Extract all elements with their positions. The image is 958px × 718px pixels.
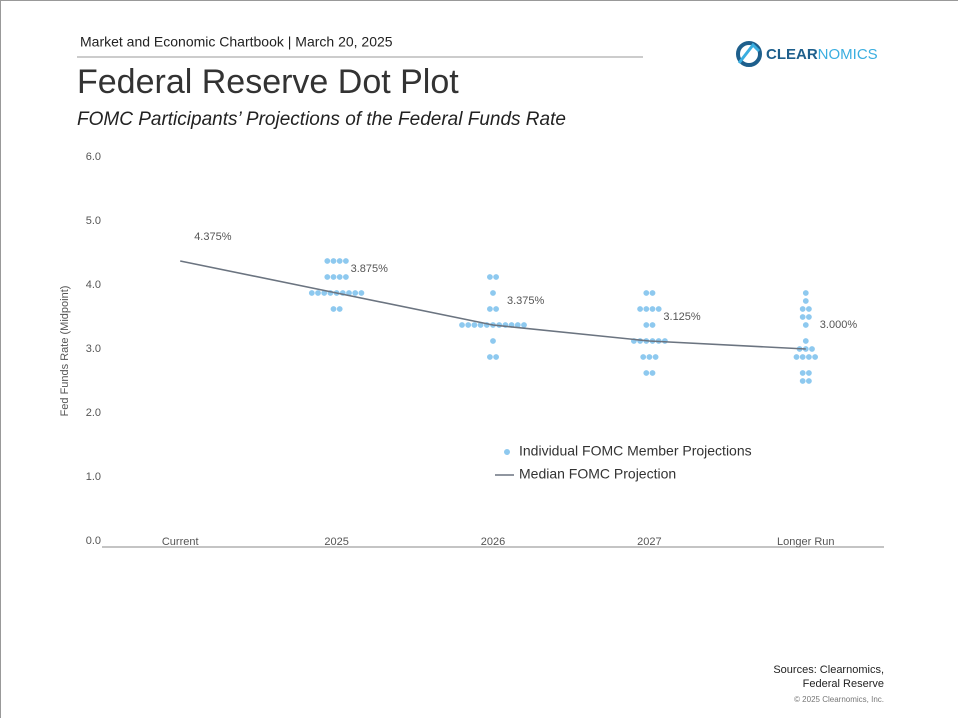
header: Market and Economic Chartbook | March 20… <box>80 34 393 50</box>
projection-dot <box>336 306 343 312</box>
projection-dot <box>465 322 472 328</box>
projection-dot <box>637 306 643 312</box>
value-label: 3.000% <box>820 319 858 331</box>
projection-dot <box>806 354 812 360</box>
chart-title: Federal Reserve Dot Plot <box>77 63 459 101</box>
y-tick-label: 0.0 <box>86 535 101 547</box>
projection-dot <box>799 370 806 376</box>
projection-dot <box>806 306 812 312</box>
projection-dot <box>799 354 806 360</box>
y-tick-label: 1.0 <box>86 471 101 483</box>
projection-dot <box>493 354 499 360</box>
projection-dot <box>358 290 365 296</box>
y-tick-label: 5.0 <box>86 215 101 227</box>
projection-dot <box>802 322 809 328</box>
y-axis-label: Fed Funds Rate (Midpoint) <box>59 286 71 417</box>
projection-dot <box>514 322 521 328</box>
projection-dot <box>640 354 647 360</box>
y-tick-label: 2.0 <box>86 407 101 419</box>
legend-label: Individual FOMC Member Projections <box>519 443 752 459</box>
x-tick-label: 2025 <box>324 536 348 548</box>
value-label: 3.875% <box>351 263 389 275</box>
x-tick-label: Longer Run <box>777 536 835 548</box>
projection-dot <box>343 274 349 280</box>
value-label: 3.375% <box>507 295 545 307</box>
projection-dot <box>655 306 662 312</box>
projection-dot <box>493 306 499 312</box>
projection-dot <box>799 314 806 320</box>
projection-dot <box>799 378 806 384</box>
y-tick-label: 3.0 <box>86 343 101 355</box>
projection-dot <box>806 314 812 320</box>
projection-dot <box>490 338 496 344</box>
projection-dot <box>352 290 359 296</box>
projection-dot <box>652 354 659 360</box>
logo: CLEARNOMICS <box>736 41 878 67</box>
projection-dot <box>643 322 650 328</box>
projection-dot <box>812 354 818 360</box>
projection-dot <box>643 370 650 376</box>
projection-dot <box>649 370 656 376</box>
projection-dot <box>802 338 809 344</box>
projection-dot <box>802 298 809 304</box>
logo-icon-stroke <box>737 42 761 64</box>
projection-dot <box>490 290 496 296</box>
projection-dot <box>487 306 493 312</box>
projection-dot <box>330 274 337 280</box>
sources-line: Sources: Clearnomics, <box>773 664 884 676</box>
projection-dot <box>324 258 331 264</box>
chart-subtitle: FOMC Participants’ Projections of the Fe… <box>77 109 566 130</box>
projection-dot <box>459 322 465 328</box>
projection-dot <box>649 306 656 312</box>
legend-swatch <box>504 449 510 455</box>
logo-icon <box>736 41 762 67</box>
projection-dot <box>521 322 527 328</box>
projection-dot <box>343 258 349 264</box>
projection-dot <box>308 290 315 296</box>
projection-dot <box>471 322 478 328</box>
legend-label: Median FOMC Projection <box>519 466 676 482</box>
projection-dot <box>315 290 321 296</box>
projection-dot <box>493 274 499 280</box>
projection-dot <box>649 290 656 296</box>
x-tick-label: Current <box>162 536 199 548</box>
copyright: © 2025 Clearnomics, Inc. <box>794 695 884 704</box>
projection-dot <box>487 354 493 360</box>
projection-dot <box>646 354 653 360</box>
x-tick-label: 2026 <box>481 536 505 548</box>
projection-dot <box>336 258 343 264</box>
value-label: 3.125% <box>663 311 701 323</box>
projection-dot <box>799 306 806 312</box>
projection-dot <box>649 322 656 328</box>
projection-dot <box>324 274 331 280</box>
projection-dot <box>643 290 650 296</box>
projection-dot <box>487 274 493 280</box>
projection-dot <box>809 346 815 352</box>
projection-dot <box>806 370 812 376</box>
logo-text: CLEARNOMICS <box>766 46 878 63</box>
projection-dot <box>793 354 800 360</box>
projection-dot <box>802 290 809 296</box>
projection-dot <box>806 378 812 384</box>
projection-dot <box>330 258 337 264</box>
y-tick-label: 4.0 <box>86 279 101 291</box>
projection-dot <box>643 306 650 312</box>
projection-dot <box>330 306 337 312</box>
sources-line: Federal Reserve <box>803 678 884 690</box>
projection-dot <box>336 274 343 280</box>
median-line <box>180 260 806 350</box>
value-label: 4.375% <box>194 231 232 243</box>
x-tick-label: 2027 <box>637 536 661 548</box>
y-tick-label: 6.0 <box>86 151 101 163</box>
